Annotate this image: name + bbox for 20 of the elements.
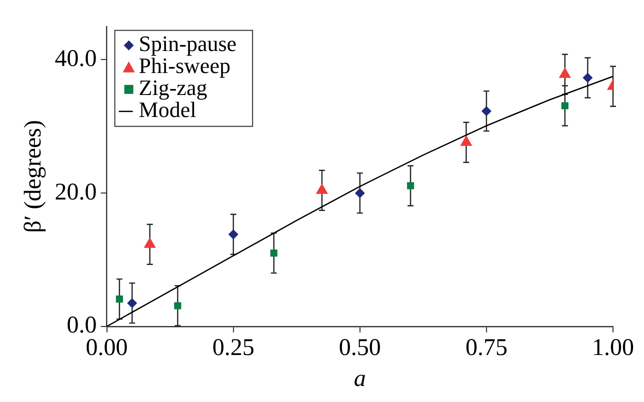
point (561, 102, 568, 110)
point (228, 229, 238, 240)
point (354, 188, 365, 198)
y-tick-label: 40.0 (54, 46, 97, 72)
point (116, 296, 123, 303)
y-tick-label: 20.0 (54, 179, 97, 206)
y-axis-title: β′ (degrees) (20, 120, 47, 233)
point (406, 182, 414, 190)
x-tick-label: 0.75 (465, 335, 508, 362)
point (270, 250, 278, 257)
point (582, 72, 593, 83)
x-axis-title: a (354, 366, 366, 392)
point (127, 298, 138, 308)
x-tick-label: 0.25 (212, 335, 254, 362)
x-tick-label: 0.50 (338, 335, 381, 362)
point (174, 302, 182, 310)
x-tick-label: 1.00 (592, 335, 634, 362)
point (481, 106, 492, 116)
legend-label: Spin-pause (138, 31, 237, 56)
legend-label: Zig-zag (138, 75, 208, 100)
